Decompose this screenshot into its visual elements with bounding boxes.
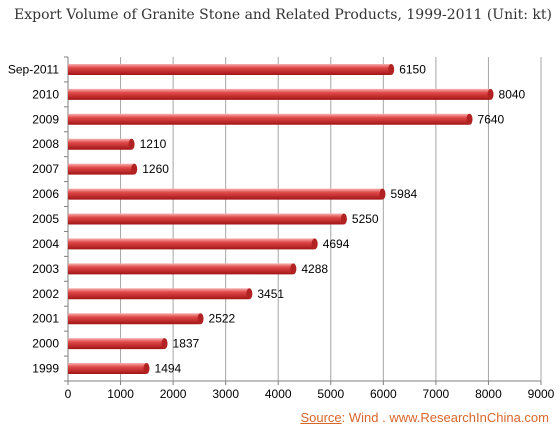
bar: [68, 88, 491, 100]
source-text: : Wind . www.ResearchInChina.com: [341, 410, 549, 425]
bar-end-cap: [246, 288, 253, 300]
source-note: Source: Wind . www.ResearchInChina.com: [300, 410, 549, 425]
category-label: 2010: [32, 87, 59, 101]
data-label: 1210: [140, 137, 167, 151]
bar-end-cap: [388, 63, 395, 75]
data-label: 7640: [478, 112, 505, 126]
bar-end-cap: [311, 238, 318, 250]
category-label: 2006: [32, 187, 59, 201]
x-tick-label: 2000: [160, 387, 187, 401]
bar: [68, 238, 315, 250]
category-label: Sep-2011: [8, 62, 59, 76]
bar-end-cap: [197, 313, 204, 325]
bars: [68, 63, 494, 375]
bar: [68, 213, 344, 225]
bar-end-cap: [487, 88, 494, 100]
bar: [68, 363, 147, 375]
x-tick-label: 8000: [475, 387, 502, 401]
data-label: 1494: [155, 362, 182, 376]
bar-end-cap: [128, 138, 135, 150]
x-tick-label: 0: [65, 387, 72, 401]
data-label: 4288: [301, 262, 328, 276]
x-tick-label: 3000: [212, 387, 239, 401]
category-label: 2000: [32, 337, 59, 351]
category-label: 2004: [32, 237, 59, 251]
source-label: Source: [300, 410, 342, 425]
bar: [68, 313, 201, 325]
bar-end-cap: [466, 113, 473, 125]
x-tick-label: 5000: [317, 387, 344, 401]
bar: [68, 63, 392, 75]
x-tick-label: 6000: [370, 387, 397, 401]
category-label: 2001: [32, 312, 59, 326]
category-label: 2002: [32, 287, 59, 301]
category-label: 2005: [32, 212, 59, 226]
bar: [68, 113, 470, 125]
x-tick-label: 1000: [107, 387, 134, 401]
data-label: 3451: [257, 287, 284, 301]
data-label: 5984: [390, 187, 417, 201]
x-tick-label: 9000: [528, 387, 555, 401]
labels: 0 1000 2000 3000 4000 5000 6000 7000 8000 9000 Sep…: [8, 62, 555, 401]
data-label: 1260: [142, 162, 169, 176]
data-label: 1837: [173, 337, 200, 351]
bar-end-cap: [340, 213, 347, 225]
category-label: 2007: [32, 162, 59, 176]
bar-end-cap: [161, 338, 168, 350]
bar: [68, 163, 135, 175]
bar: [68, 288, 250, 300]
bar-end-cap: [131, 163, 138, 175]
category-label: 1999: [32, 362, 59, 376]
data-label: 4694: [323, 237, 350, 251]
bar-end-cap: [143, 363, 150, 375]
data-label: 6150: [399, 62, 426, 76]
bar-end-cap: [290, 263, 297, 275]
x-tick-label: 4000: [265, 387, 292, 401]
data-label: 8040: [499, 87, 526, 101]
category-label: 2003: [32, 262, 59, 276]
data-label: 2522: [209, 312, 236, 326]
bar-end-cap: [379, 188, 386, 200]
data-label: 5250: [352, 212, 379, 226]
bar: [68, 263, 294, 275]
category-label: 2008: [32, 137, 59, 151]
bar: [68, 338, 165, 350]
x-tick-label: 7000: [423, 387, 450, 401]
bar: [68, 138, 132, 150]
chart-title: Export Volume of Granite Stone and Relat…: [14, 7, 552, 23]
category-label: 2009: [32, 112, 59, 126]
bar: [68, 188, 383, 200]
